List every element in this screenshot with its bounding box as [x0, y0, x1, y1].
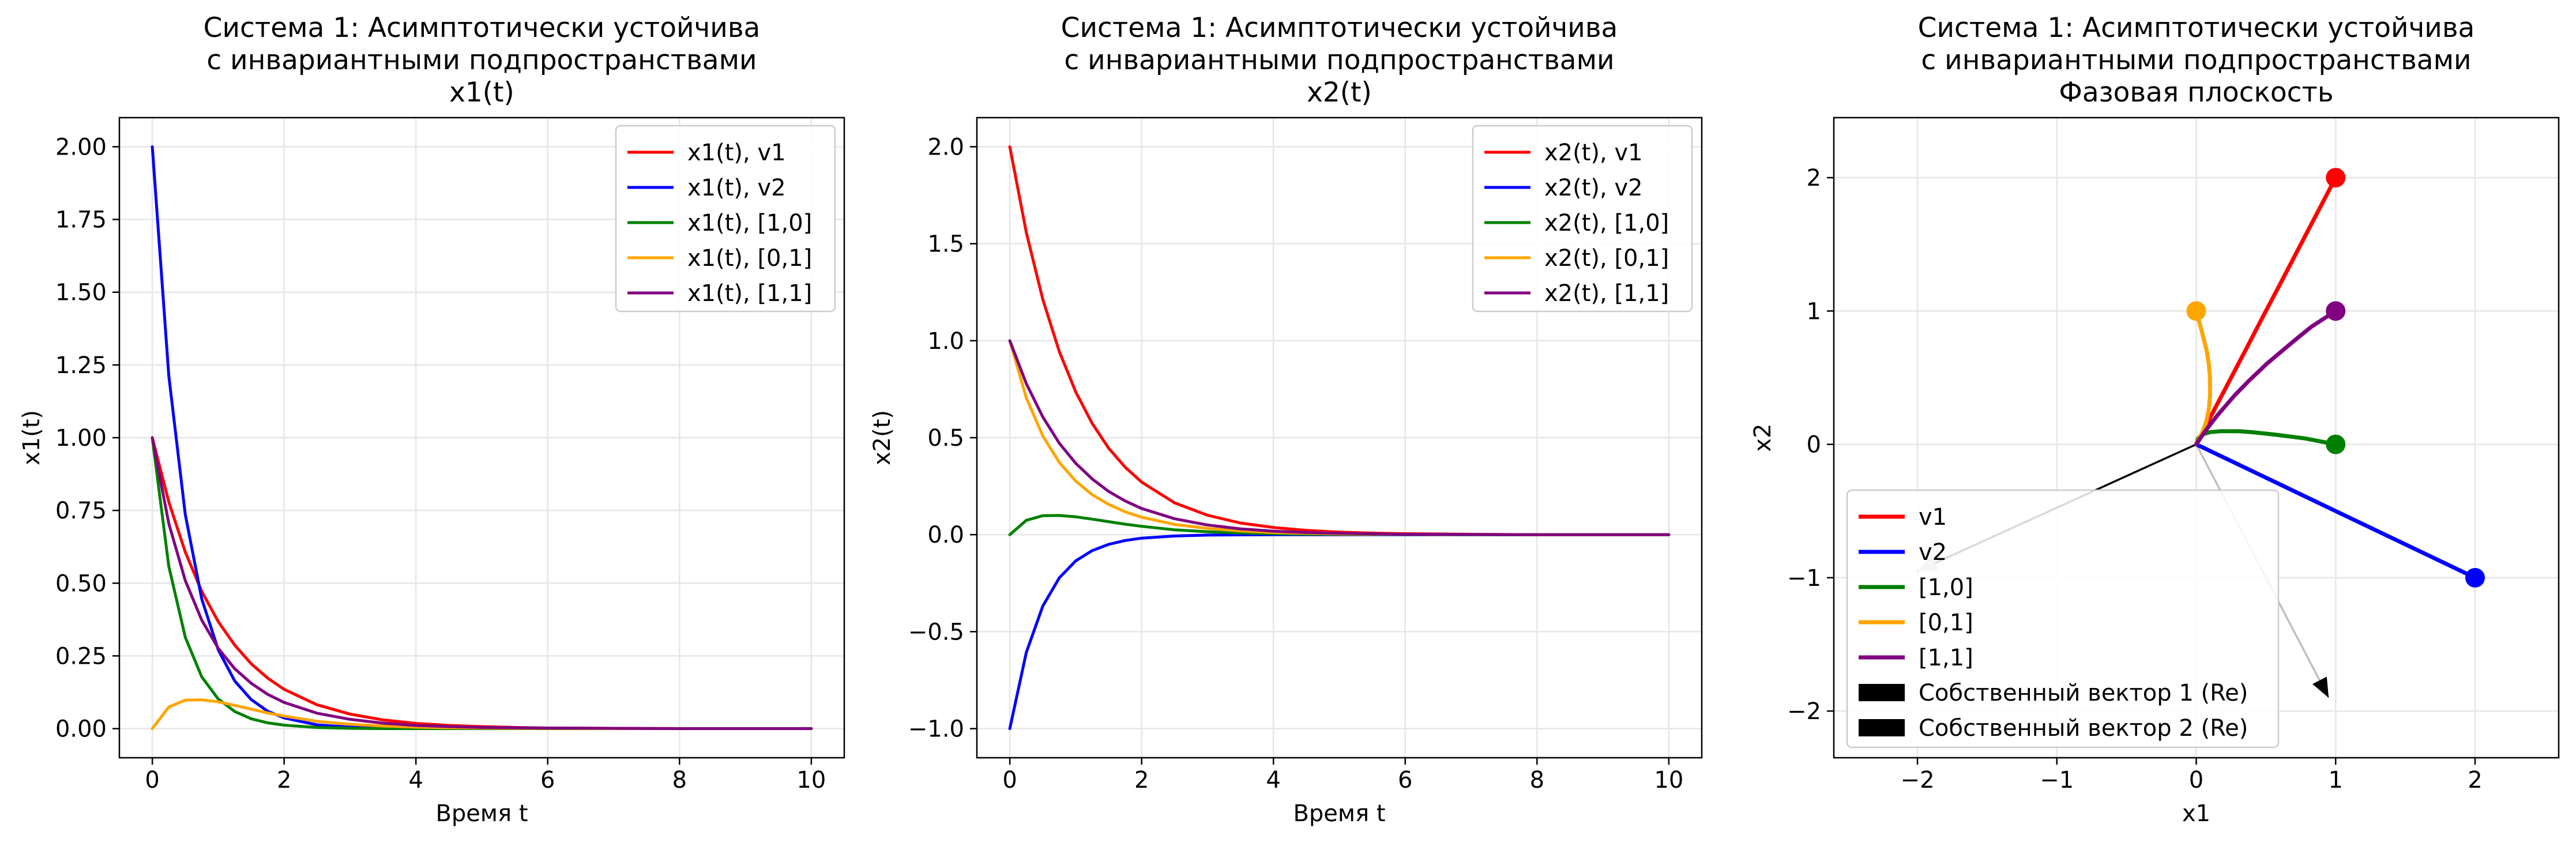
legend-label: x2(t), v1 [1544, 140, 1643, 166]
chart-panel-2: 0 2 4 6 8 10 −1.0 −0.5 0.0 0.5 1.0 1.5 2.0 Время t x2(… [869, 12, 1703, 827]
legend-label: Собственный вектор 2 (Re) [1919, 715, 2248, 742]
chart-title-line-1: Система 1: Асимптотически устойчива [1061, 12, 1618, 44]
legend-swatch-eigenvector [1859, 684, 1905, 701]
y-tick-label: 1.25 [55, 352, 107, 379]
y-tick-label: 2.00 [55, 134, 107, 160]
legend-label: [0,1] [1919, 610, 1973, 636]
x-tick-label: 8 [672, 767, 687, 793]
legend-box [1846, 489, 2280, 749]
y-tick-label: 1 [1807, 298, 1821, 325]
legend: x1(t), v1 x1(t), v2 x1(t), [1,0] x1(t), [0,… [615, 125, 836, 313]
start-point-4 [2186, 301, 2206, 321]
legend-label: v2 [1919, 539, 1947, 566]
y-tick-label: 2 [1807, 165, 1821, 191]
y-tick-label: 1.50 [55, 280, 107, 306]
x-tick-label: 4 [409, 767, 423, 793]
legend-label: v1 [1919, 504, 1947, 531]
x-tick-label: 4 [1266, 767, 1281, 793]
x-tick-label: 6 [540, 767, 555, 793]
x-axis-label: Время t [1293, 800, 1385, 827]
chart-title-line-1: Система 1: Асимптотически устойчива [204, 12, 761, 44]
x-tick-label: 10 [796, 767, 826, 793]
x-tick-label: 0 [145, 767, 159, 793]
y-axis-label: x1(t) [18, 410, 45, 465]
y-tick-label: 0.75 [55, 498, 107, 524]
y-tick-label: 0.00 [55, 716, 107, 743]
x-axis-label: Время t [435, 800, 528, 827]
chart-panel-1: 0 2 4 6 8 10 0.00 0.25 0.50 0.75 1.00 1.25 1.50 1.75 2… [18, 12, 845, 827]
y-axis-label: x2 [1750, 423, 1776, 452]
legend: v1 v2 [1,0] [0,1] [1,1] Собственный вектор 1 … [1846, 489, 2280, 749]
legend-label: x1(t), v1 [687, 140, 786, 166]
eigenvector-2-arrowhead [2312, 676, 2329, 698]
legend-box [1472, 125, 1693, 313]
legend-label: [1,0] [1919, 574, 1973, 601]
y-tick-label: 0 [1807, 432, 1821, 458]
y-tick-label: 1.5 [927, 231, 964, 258]
chart-title-line-3: x1(t) [449, 77, 514, 108]
legend-label: x1(t), v2 [687, 175, 786, 201]
y-tick-label: 0.5 [927, 425, 964, 452]
x-tick-label: 1 [2329, 767, 2343, 793]
data-layer [151, 145, 813, 730]
chart-title-line-2: с инвариантными подпространствами [1064, 44, 1614, 76]
y-tick-label: 2.0 [927, 134, 964, 160]
legend-label: Собственный вектор 1 (Re) [1919, 680, 2248, 706]
series-line-3 [2194, 429, 2338, 447]
legend-label: x2(t), [1,1] [1544, 280, 1669, 307]
x-tick-label: 10 [1654, 767, 1683, 793]
start-point-5 [2326, 301, 2346, 321]
y-tick-label: 1.0 [927, 328, 964, 355]
y-axis-label: x2(t) [869, 410, 896, 465]
x-tick-label: 2 [1134, 767, 1149, 793]
chart-title-line-3: Фазовая плоскость [2059, 77, 2333, 108]
chart-title-line-2: с инвариантными подпространствами [1921, 44, 2471, 76]
x-tick-label: −1 [2040, 767, 2074, 793]
legend-swatch-eigenvector [1859, 719, 1905, 736]
series-line-5 [151, 436, 813, 730]
x-tick-label: −2 [1901, 767, 1935, 793]
x-tick-label: 2 [277, 767, 291, 793]
start-point-3 [2326, 434, 2346, 454]
legend-label: x2(t), v2 [1544, 175, 1643, 201]
x-axis-label: x1 [2182, 800, 2210, 827]
legend-label: x1(t), [1,0] [687, 210, 812, 236]
series-line-5 [2194, 309, 2338, 447]
legend: x2(t), v1 x2(t), v2 x2(t), [1,0] x2(t), [0,… [1472, 125, 1693, 313]
x-tick-label: 8 [1530, 767, 1544, 793]
y-tick-label: 0.50 [55, 570, 107, 597]
y-tick-label: −1.0 [908, 716, 964, 743]
y-tick-label: 0.25 [55, 643, 107, 670]
series-line-4 [151, 698, 813, 730]
y-tick-label: 0.0 [927, 522, 964, 548]
x-tick-label: 0 [2189, 767, 2203, 793]
legend-label: x1(t), [1,1] [687, 280, 812, 307]
legend-box [615, 125, 836, 313]
chart-title-line-3: x2(t) [1307, 77, 1372, 108]
x-tick-label: 0 [1002, 767, 1017, 793]
y-tick-label: 1.00 [55, 425, 107, 452]
start-point-1 [2326, 168, 2346, 188]
data-layer [1008, 145, 1671, 730]
legend-label: x1(t), [0,1] [687, 245, 812, 272]
start-point-2 [2465, 567, 2485, 588]
y-tick-label: −1 [1787, 565, 1821, 592]
legend-label: x2(t), [1,0] [1544, 210, 1669, 236]
legend-label: [1,1] [1919, 645, 1973, 671]
chart-title-line-1: Система 1: Асимптотически устойчива [1918, 12, 2475, 44]
y-tick-label: −0.5 [908, 619, 964, 645]
y-tick-label: 1.75 [55, 207, 107, 234]
chart-panel-3: −2 −1 0 1 2 −2 −1 0 1 2 x1 x2 Система 1: Асимптотиче… [1750, 12, 2560, 827]
chart-title-line-2: с инвариантными подпространствами [206, 44, 757, 76]
legend-label: x2(t), [0,1] [1544, 245, 1669, 272]
y-tick-label: −2 [1787, 698, 1821, 725]
series-line-5 [1008, 339, 1671, 536]
x-tick-label: 2 [2468, 767, 2482, 793]
x-tick-label: 6 [1398, 767, 1412, 793]
